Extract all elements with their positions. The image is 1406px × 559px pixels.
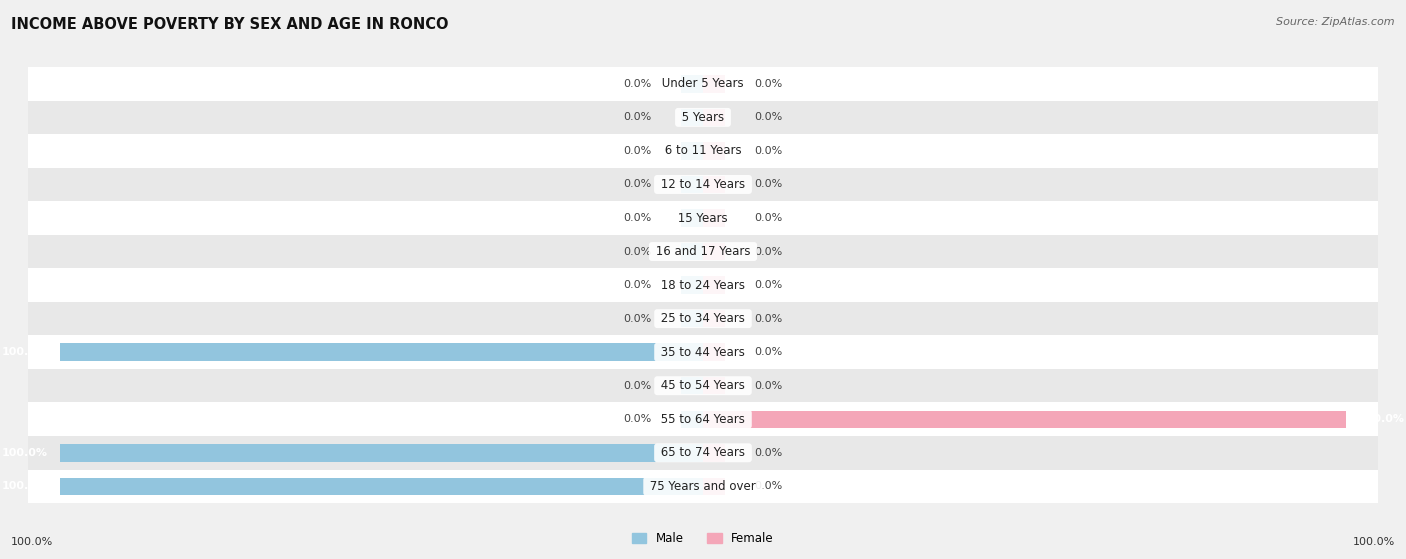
Text: 5 Years: 5 Years (678, 111, 728, 124)
Text: 0.0%: 0.0% (623, 112, 651, 122)
Text: 0.0%: 0.0% (623, 79, 651, 89)
Bar (28, 134, 1378, 168)
Text: 0.0%: 0.0% (755, 481, 783, 491)
Bar (681, 310, 703, 328)
Text: 45 to 54 Years: 45 to 54 Years (657, 379, 749, 392)
Text: 65 to 74 Years: 65 to 74 Years (657, 446, 749, 459)
Bar (703, 243, 725, 260)
Bar (703, 176, 725, 193)
Bar (681, 176, 703, 193)
Bar (703, 108, 725, 126)
Bar (681, 410, 703, 428)
Bar (28, 168, 1378, 201)
Text: 100.0%: 100.0% (1, 347, 48, 357)
Text: 100.0%: 100.0% (1358, 414, 1405, 424)
Text: 0.0%: 0.0% (623, 213, 651, 223)
Bar (681, 276, 703, 294)
Bar (703, 444, 725, 462)
Text: 35 to 44 Years: 35 to 44 Years (657, 345, 749, 359)
Bar (703, 343, 725, 361)
Text: 0.0%: 0.0% (755, 79, 783, 89)
Text: 0.0%: 0.0% (623, 146, 651, 156)
Text: 0.0%: 0.0% (755, 280, 783, 290)
Text: 55 to 64 Years: 55 to 64 Years (657, 413, 749, 426)
Bar (681, 209, 703, 227)
Bar (703, 75, 725, 93)
Text: 0.0%: 0.0% (623, 314, 651, 324)
Bar (703, 410, 1346, 428)
Text: Under 5 Years: Under 5 Years (658, 77, 748, 91)
Bar (28, 268, 1378, 302)
Text: 0.0%: 0.0% (755, 381, 783, 391)
Bar (28, 436, 1378, 470)
Text: Source: ZipAtlas.com: Source: ZipAtlas.com (1277, 17, 1395, 27)
Text: 0.0%: 0.0% (755, 448, 783, 458)
Bar (60, 343, 703, 361)
Bar (60, 444, 703, 462)
Bar (28, 101, 1378, 134)
Bar (28, 335, 1378, 369)
Text: 16 and 17 Years: 16 and 17 Years (652, 245, 754, 258)
Text: 0.0%: 0.0% (755, 146, 783, 156)
Bar (703, 477, 725, 495)
Bar (681, 142, 703, 160)
Text: 100.0%: 100.0% (1, 481, 48, 491)
Text: 6 to 11 Years: 6 to 11 Years (661, 144, 745, 158)
Bar (681, 75, 703, 93)
Bar (28, 235, 1378, 268)
Text: 18 to 24 Years: 18 to 24 Years (657, 278, 749, 292)
Bar (60, 477, 703, 495)
Text: 15 Years: 15 Years (675, 211, 731, 225)
Bar (703, 209, 725, 227)
Text: INCOME ABOVE POVERTY BY SEX AND AGE IN RONCO: INCOME ABOVE POVERTY BY SEX AND AGE IN R… (11, 17, 449, 32)
Bar (681, 377, 703, 395)
Text: 0.0%: 0.0% (755, 347, 783, 357)
Text: 0.0%: 0.0% (755, 213, 783, 223)
Text: 100.0%: 100.0% (1353, 537, 1395, 547)
Legend: Male, Female: Male, Female (627, 527, 779, 549)
Text: 0.0%: 0.0% (623, 381, 651, 391)
Text: 0.0%: 0.0% (623, 179, 651, 190)
Bar (681, 108, 703, 126)
Bar (28, 470, 1378, 503)
Bar (28, 201, 1378, 235)
Text: 100.0%: 100.0% (1, 448, 48, 458)
Text: 12 to 14 Years: 12 to 14 Years (657, 178, 749, 191)
Text: 0.0%: 0.0% (755, 179, 783, 190)
Text: 25 to 34 Years: 25 to 34 Years (657, 312, 749, 325)
Bar (703, 142, 725, 160)
Text: 0.0%: 0.0% (755, 112, 783, 122)
Text: 75 Years and over: 75 Years and over (647, 480, 759, 493)
Text: 0.0%: 0.0% (623, 280, 651, 290)
Text: 0.0%: 0.0% (755, 314, 783, 324)
Text: 0.0%: 0.0% (623, 247, 651, 257)
Bar (703, 276, 725, 294)
Text: 100.0%: 100.0% (11, 537, 53, 547)
Bar (28, 67, 1378, 101)
Bar (28, 369, 1378, 402)
Bar (681, 243, 703, 260)
Bar (703, 377, 725, 395)
Text: 0.0%: 0.0% (755, 247, 783, 257)
Bar (28, 302, 1378, 335)
Bar (703, 310, 725, 328)
Text: 0.0%: 0.0% (623, 414, 651, 424)
Bar (28, 402, 1378, 436)
